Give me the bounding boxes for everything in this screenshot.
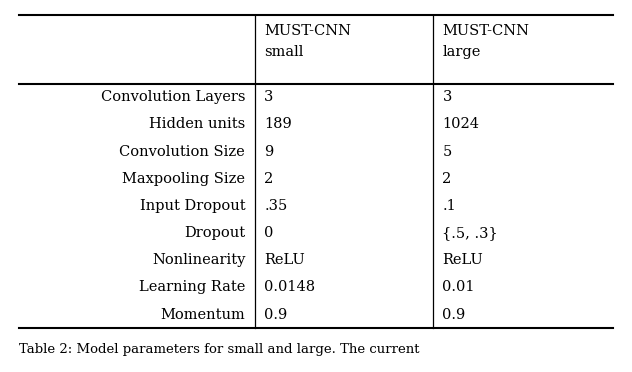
- Text: MUST-CNN
small: MUST-CNN small: [264, 24, 351, 59]
- Text: Dropout: Dropout: [184, 226, 245, 240]
- Text: .1: .1: [442, 199, 456, 213]
- Text: 2: 2: [442, 172, 452, 186]
- Text: Input Dropout: Input Dropout: [140, 199, 245, 213]
- Text: Learning Rate: Learning Rate: [139, 280, 245, 294]
- Text: Momentum: Momentum: [161, 308, 245, 321]
- Text: 9: 9: [264, 145, 274, 158]
- Text: MUST-CNN
large: MUST-CNN large: [442, 24, 530, 59]
- Text: 189: 189: [264, 118, 292, 131]
- Text: Nonlinearity: Nonlinearity: [152, 253, 245, 267]
- Text: ReLU: ReLU: [442, 253, 483, 267]
- Text: 0.9: 0.9: [442, 308, 466, 321]
- Text: ReLU: ReLU: [264, 253, 305, 267]
- Text: Convolution Size: Convolution Size: [119, 145, 245, 158]
- Text: 0.01: 0.01: [442, 280, 475, 294]
- Text: Table 2: Model parameters for small and large. The current: Table 2: Model parameters for small and …: [19, 343, 420, 356]
- Text: {.5, .3}: {.5, .3}: [442, 226, 498, 240]
- Text: 0.0148: 0.0148: [264, 280, 315, 294]
- Text: 0: 0: [264, 226, 274, 240]
- Text: 3: 3: [264, 90, 274, 104]
- Text: 3: 3: [442, 90, 452, 104]
- Text: .35: .35: [264, 199, 288, 213]
- Text: 1024: 1024: [442, 118, 480, 131]
- Text: 0.9: 0.9: [264, 308, 288, 321]
- Text: 2: 2: [264, 172, 274, 186]
- Text: Convolution Layers: Convolution Layers: [100, 90, 245, 104]
- Text: 5: 5: [442, 145, 452, 158]
- Text: Maxpooling Size: Maxpooling Size: [122, 172, 245, 186]
- Text: Hidden units: Hidden units: [149, 118, 245, 131]
